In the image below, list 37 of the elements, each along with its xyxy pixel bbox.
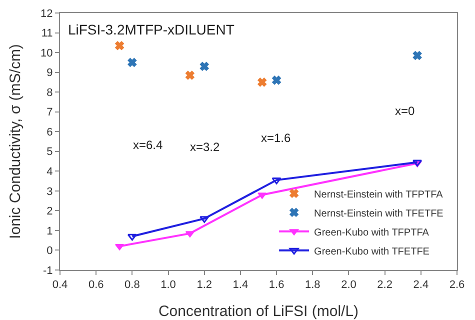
y-tick-label: 12 [40,8,53,20]
x-tick-label: 1.2 [196,279,212,292]
y-tick-label: 9 [46,67,53,80]
x-tick-label: 2.4 [413,279,429,292]
x-tick-label: 2.2 [377,279,392,292]
x-tick-label: 0.6 [88,279,104,292]
y-tick-label: -1 [43,264,53,277]
x-tick-label: 1.4 [232,279,248,292]
y-tick-label: 6 [46,126,53,138]
x-tick-label: 0.8 [124,279,140,292]
legend-label: Nernst-Einstein with TFETFE [314,208,444,220]
annotation: x=6.4 [133,138,164,152]
x-tick-label: 1.0 [160,279,176,292]
legend-label: Green-Kubo with TFETFE [314,246,430,258]
x-tick-label: 1.8 [304,279,320,292]
x-tick-label: 2.6 [449,279,465,292]
y-tick-label: 5 [46,146,53,158]
text: LiFSI-3.2MTFP-xDILUENT [68,21,235,38]
x-axis-title: Concentration of LiFSI (mol/L) [158,303,359,320]
y-tick-label: 8 [46,86,53,99]
annotation: x=1.6 [261,131,292,145]
y-tick-label: 11 [41,28,53,40]
y-tick-label: 10 [40,47,53,60]
legend-label: Green-Kubo with TFPTFA [314,227,430,238]
x-tick-label: 2.0 [341,279,356,292]
annotation: x=0 [395,104,416,118]
y-tick-label: 3 [46,186,53,198]
y-tick-label: 2 [46,206,53,218]
y-tick-label: 7 [46,106,53,119]
y-tick-label: 4 [46,166,53,178]
legend-label: Nernst-Einstein with TFPTFA [314,189,444,200]
x-tick-label: 1.6 [268,279,284,292]
x-tick-label: 0.4 [52,279,68,292]
y-tick-label: 1 [46,225,53,238]
y-axis-title: Ionic Conductivity, σ (mS/cm) [7,44,24,239]
annotation: x=3.2 [190,140,220,154]
y-tick-label: 0 [46,245,53,258]
